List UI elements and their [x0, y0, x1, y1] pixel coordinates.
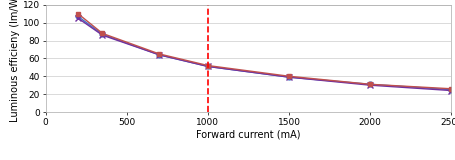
20%	[75, 17, 81, 19]
20%	[156, 54, 162, 56]
5%	[448, 89, 453, 91]
5%	[75, 16, 81, 17]
50%	[75, 13, 81, 15]
20%	[367, 84, 372, 86]
Line: 50%: 50%	[76, 11, 453, 91]
Line: 5%: 5%	[76, 14, 453, 92]
5%	[100, 33, 105, 35]
Y-axis label: Luminous efficieny (lm/W): Luminous efficieny (lm/W)	[10, 0, 20, 122]
50%	[367, 83, 372, 85]
50%	[448, 88, 453, 90]
X-axis label: Forward current (mA): Forward current (mA)	[196, 129, 300, 139]
20%	[286, 76, 291, 78]
20%	[205, 65, 210, 67]
5%	[367, 83, 372, 85]
50%	[286, 75, 291, 77]
Line: 20%: 20%	[75, 15, 454, 94]
50%	[205, 65, 210, 67]
5%	[156, 54, 162, 56]
5%	[286, 76, 291, 78]
20%	[448, 90, 453, 92]
20%	[100, 34, 105, 36]
5%	[205, 65, 210, 67]
50%	[156, 53, 162, 55]
50%	[100, 32, 105, 34]
